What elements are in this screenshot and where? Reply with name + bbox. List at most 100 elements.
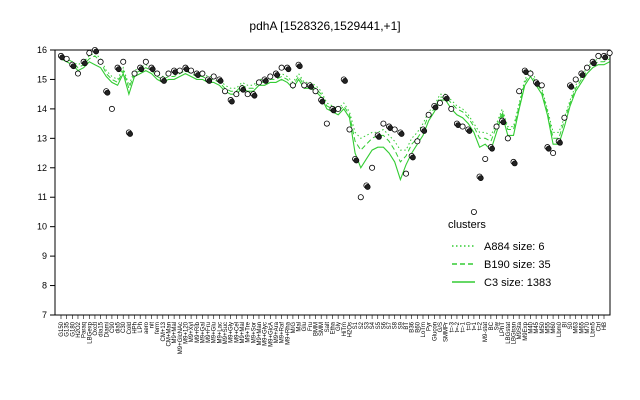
x-tick-label: M9+Raf: [280, 322, 286, 344]
data-point: [414, 138, 421, 145]
data-point: [199, 70, 206, 77]
data-point: [595, 52, 602, 59]
x-tick-label: LoTm: [421, 322, 427, 337]
data-point: [432, 104, 439, 111]
data-point: [572, 76, 579, 83]
x-tick-label: S4: [370, 321, 376, 329]
data-point: [154, 70, 161, 77]
x-tick-label: M9Sta: [517, 321, 523, 339]
x-tick-label: M9+Sor: [251, 322, 257, 343]
x-tick-label: t=-1: [461, 321, 467, 332]
x-tick-label: M9+Lac: [217, 322, 223, 344]
data-point: [165, 70, 172, 77]
data-point: [346, 126, 353, 133]
x-tick-label: S2: [359, 321, 365, 329]
x-tick-label: LPhT: [500, 322, 506, 337]
y-tick-label: 8: [42, 281, 47, 291]
plot-frame: [54, 49, 611, 316]
x-tick-label: M9+Glyc: [263, 322, 269, 346]
data-point: [244, 91, 251, 98]
x-tick-label: M9+Mal: [240, 322, 246, 344]
x-tick-label: Glucon: [432, 322, 438, 341]
data-point: [74, 70, 81, 77]
x-tick-label: dia5: [116, 321, 122, 333]
legend-entry-label: C3 size: 1383: [484, 277, 551, 289]
data-point: [149, 66, 156, 73]
data-point: [421, 128, 428, 134]
data-point: [357, 194, 364, 201]
data-point: [380, 120, 387, 127]
x-tick-label: H2O2: [76, 321, 82, 337]
data-point: [527, 70, 534, 77]
x-tick-label: SMM: [319, 322, 325, 336]
x-tick-label: M9+Ara: [274, 321, 280, 343]
x-tick-label: M60: [551, 321, 557, 333]
data-point: [161, 78, 167, 84]
y-tick-label: 13: [37, 133, 47, 143]
x-tick-label: M9+GlcA: [268, 322, 274, 347]
data-point: [443, 95, 450, 102]
x-tick-label: Fru: [308, 322, 314, 331]
x-tick-label: M9+Xyl: [189, 322, 195, 342]
data-point: [285, 66, 292, 73]
data-point: [233, 91, 240, 98]
data-point: [504, 135, 511, 142]
x-tick-label: M9+Cel: [234, 322, 240, 343]
x-tick-label: Cold: [127, 322, 133, 334]
x-tick-label: C90: [110, 321, 116, 333]
data-point: [561, 114, 568, 121]
x-tick-label: BC: [489, 321, 495, 330]
data-point: [210, 73, 217, 80]
data-point: [466, 128, 473, 134]
legend: clusters A884 size: 6 B190 size: 35 C3 siz…: [448, 219, 551, 289]
x-tick-label: t=2: [478, 321, 484, 330]
data-point: [323, 120, 330, 127]
data-point: [606, 49, 613, 56]
data-point: [131, 70, 138, 77]
x-tick-label: BI: [562, 322, 568, 328]
x-tick-label: S1: [353, 321, 359, 329]
x-tick-label: Pyr: [427, 322, 433, 331]
x-tick-label: Sw: [495, 321, 501, 330]
data-point: [436, 100, 443, 107]
x-tick-label: G150: [59, 321, 65, 336]
x-tick-label: H2Os: [347, 322, 353, 337]
x-tick-label: CM+Man: [166, 322, 172, 347]
x-tick-label: Diami: [104, 322, 110, 337]
x-tick-label: M50: [540, 321, 546, 333]
data-point: [409, 154, 416, 161]
data-point: [538, 82, 545, 89]
x-tick-label: HB: [602, 322, 608, 330]
data-point: [477, 175, 484, 182]
x-tick-label: Paraq: [82, 322, 88, 338]
series-line-2: [60, 52, 610, 151]
x-tick-label: M9+120: [183, 321, 189, 344]
x-tick-label: M9-stat: [483, 322, 489, 342]
x-tick-label: nit: [150, 322, 156, 329]
x-tick-label: M55: [545, 321, 551, 333]
data-point: [319, 98, 326, 105]
legend-entry-label: A884 size: 6: [484, 241, 545, 253]
data-point: [93, 48, 100, 55]
data-point: [115, 66, 122, 73]
x-tick-label: M9+Rib: [195, 321, 201, 343]
data-point: [550, 150, 557, 157]
data-point: [398, 131, 405, 137]
x-tick-label: M63: [574, 321, 580, 333]
data-point: [120, 58, 127, 65]
legend-entry-label: B190 size: 35: [484, 259, 551, 271]
x-tick-label: HPh: [133, 322, 139, 334]
x-tick-label: HiTm: [342, 322, 348, 336]
data-point: [376, 133, 382, 140]
data-point: [176, 67, 183, 74]
x-tick-label: t=-3: [449, 321, 455, 332]
data-point: [108, 105, 115, 112]
data-point: [403, 170, 410, 177]
data-point: [240, 86, 247, 93]
x-tick-label: Etha: [331, 321, 337, 334]
data-point: [296, 63, 303, 70]
x-tick-label: BT: [404, 322, 410, 330]
chart-title: pdhA [1528326,1529441,+1]: [249, 19, 400, 33]
data-point: [206, 78, 213, 84]
